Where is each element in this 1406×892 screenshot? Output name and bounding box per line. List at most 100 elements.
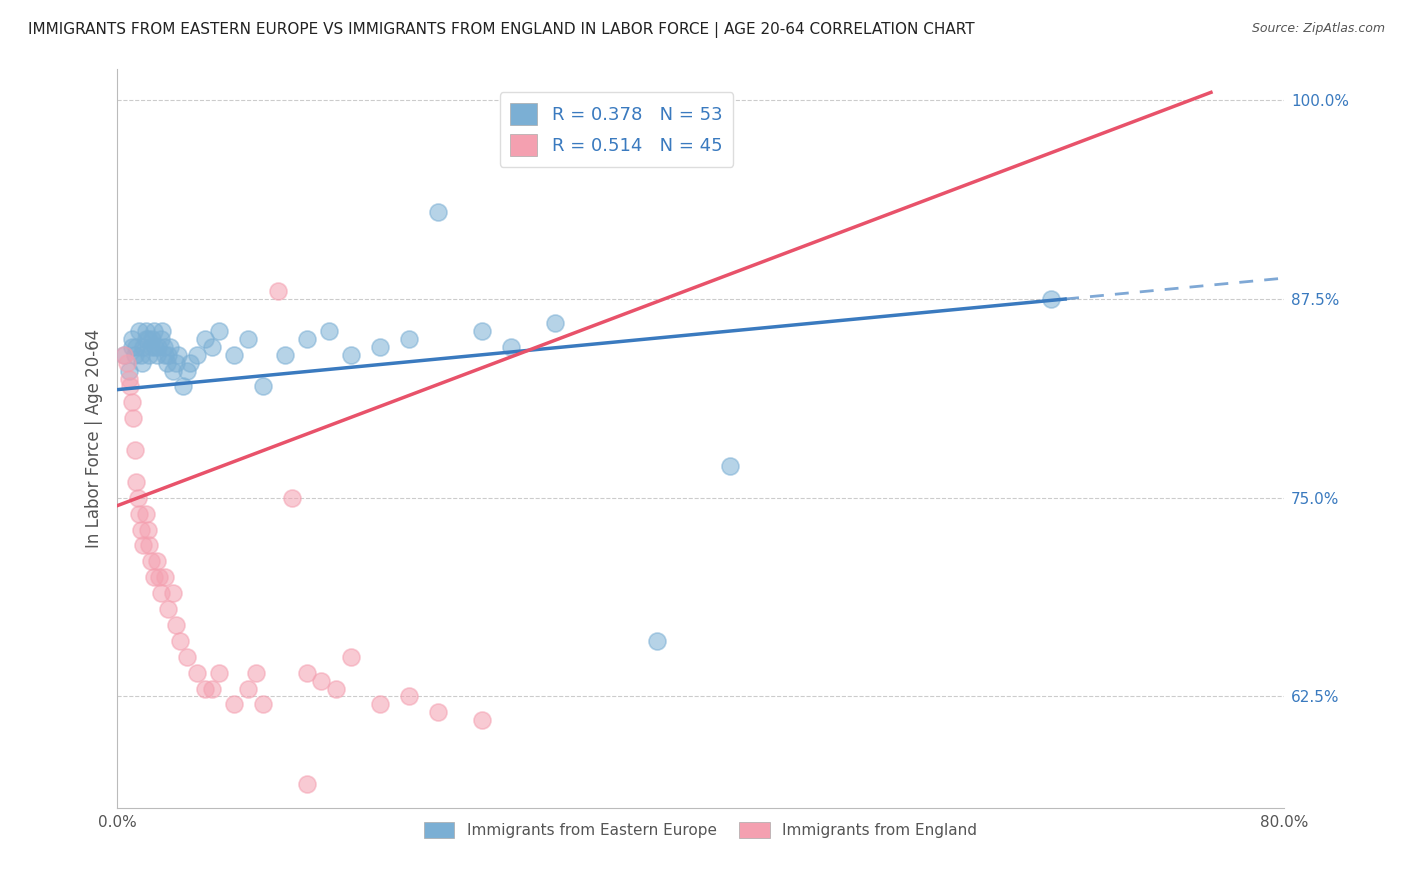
Point — [274, 348, 297, 362]
Point — [165, 356, 187, 370]
Point — [138, 348, 160, 362]
Point — [136, 523, 159, 537]
Point — [544, 316, 567, 330]
Point — [114, 348, 136, 362]
Point — [128, 507, 150, 521]
Point — [471, 714, 494, 728]
Point — [368, 698, 391, 712]
Point — [238, 332, 260, 346]
Point — [125, 340, 148, 354]
Point — [129, 348, 152, 362]
Legend: Immigrants from Eastern Europe, Immigrants from England: Immigrants from Eastern Europe, Immigran… — [418, 816, 983, 845]
Point — [194, 332, 217, 346]
Point — [114, 348, 136, 362]
Point — [135, 507, 157, 521]
Point — [295, 665, 318, 680]
Point — [427, 706, 450, 720]
Point — [398, 690, 420, 704]
Point — [176, 649, 198, 664]
Point — [295, 777, 318, 791]
Point — [176, 363, 198, 377]
Point — [117, 356, 139, 370]
Point — [138, 538, 160, 552]
Point — [186, 348, 208, 362]
Point — [152, 324, 174, 338]
Point — [252, 698, 274, 712]
Point — [718, 458, 741, 473]
Point — [145, 348, 167, 362]
Point — [238, 681, 260, 696]
Point — [129, 523, 152, 537]
Point — [136, 332, 159, 346]
Point — [118, 363, 141, 377]
Point — [427, 204, 450, 219]
Point — [139, 554, 162, 568]
Point — [222, 348, 245, 362]
Point — [146, 340, 169, 354]
Point — [339, 348, 361, 362]
Point — [124, 443, 146, 458]
Point — [121, 395, 143, 409]
Point — [645, 633, 668, 648]
Point — [311, 673, 333, 688]
Point — [142, 570, 165, 584]
Point — [131, 356, 153, 370]
Point — [186, 665, 208, 680]
Point — [127, 491, 149, 505]
Point — [325, 681, 347, 696]
Point — [155, 570, 177, 584]
Point — [252, 379, 274, 393]
Point — [169, 633, 191, 648]
Y-axis label: In Labor Force | Age 20-64: In Labor Force | Age 20-64 — [86, 328, 103, 548]
Point — [165, 618, 187, 632]
Point — [132, 538, 155, 552]
Text: Source: ZipAtlas.com: Source: ZipAtlas.com — [1251, 22, 1385, 36]
Point — [339, 649, 361, 664]
Point — [179, 356, 201, 370]
Point — [1039, 292, 1062, 306]
Point — [143, 340, 166, 354]
Point — [318, 324, 340, 338]
Point — [162, 586, 184, 600]
Point — [368, 340, 391, 354]
Point — [157, 602, 180, 616]
Point — [153, 340, 176, 354]
Point — [149, 332, 172, 346]
Point — [208, 324, 231, 338]
Point — [155, 348, 177, 362]
Point — [125, 475, 148, 489]
Point — [266, 284, 288, 298]
Point — [208, 665, 231, 680]
Point — [142, 324, 165, 338]
Point — [162, 363, 184, 377]
Point — [141, 332, 163, 346]
Point — [201, 681, 224, 696]
Point — [124, 348, 146, 362]
Point — [245, 665, 267, 680]
Point — [471, 324, 494, 338]
Point — [145, 554, 167, 568]
Point — [222, 698, 245, 712]
Point — [120, 379, 142, 393]
Point — [157, 348, 180, 362]
Point — [499, 340, 522, 354]
Point — [149, 586, 172, 600]
Point — [194, 681, 217, 696]
Point — [122, 411, 145, 425]
Point — [135, 332, 157, 346]
Point — [121, 332, 143, 346]
Point — [167, 348, 190, 362]
Point — [135, 324, 157, 338]
Point — [132, 340, 155, 354]
Point — [121, 340, 143, 354]
Point — [295, 332, 318, 346]
Point — [139, 340, 162, 354]
Point — [159, 340, 181, 354]
Point — [201, 340, 224, 354]
Point — [398, 332, 420, 346]
Point — [128, 324, 150, 338]
Text: IMMIGRANTS FROM EASTERN EUROPE VS IMMIGRANTS FROM ENGLAND IN LABOR FORCE | AGE 2: IMMIGRANTS FROM EASTERN EUROPE VS IMMIGR… — [28, 22, 974, 38]
Point — [118, 371, 141, 385]
Point — [156, 356, 179, 370]
Point — [148, 570, 170, 584]
